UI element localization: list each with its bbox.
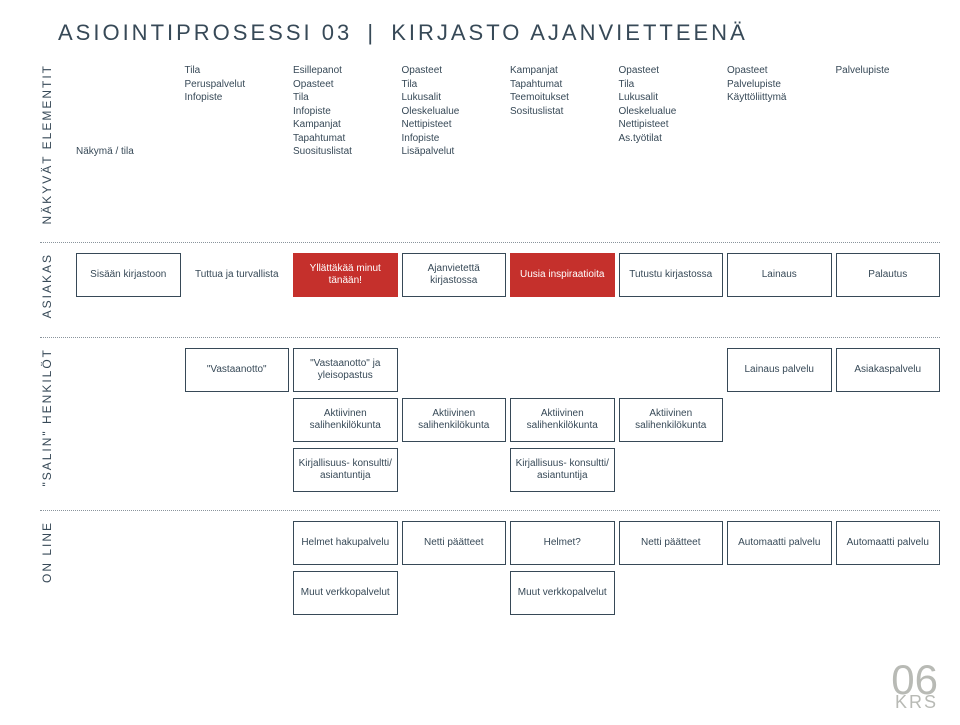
asiakas-row1-cell-7: Palautus bbox=[836, 253, 941, 297]
salin-row2-cell-3: Aktiivinen salihenkilökunta bbox=[402, 398, 507, 442]
salin-row1-cell-1: "Vastaanotto" bbox=[185, 348, 290, 392]
section-online: ON LINE Helmet hakupalveluNetti päätteet… bbox=[40, 521, 940, 621]
salin-row2-cell-4: Aktiivinen salihenkilökunta bbox=[510, 398, 615, 442]
salin-row1-cell-6: Lainaus palvelu bbox=[727, 348, 832, 392]
section-asiakas: ASIAKAS Sisään kirjastoonTuttua ja turva… bbox=[40, 253, 940, 324]
online-row1-cell-4: Helmet? bbox=[510, 521, 615, 565]
online-row2-cell-4: Muut verkkopalvelut bbox=[510, 571, 615, 615]
online-row1-cell-6: Automaatti palvelu bbox=[727, 521, 832, 565]
divider bbox=[40, 510, 940, 511]
asiakas-row1-cell-4: Uusia inspiraatioita bbox=[510, 253, 615, 297]
divider bbox=[40, 242, 940, 243]
elem-col-2: Esillepanot Opasteet Tila Infopiste Kamp… bbox=[293, 64, 398, 159]
label-asiakas: ASIAKAS bbox=[40, 253, 68, 324]
label-online: ON LINE bbox=[40, 521, 68, 589]
salin-row3-cell-4: Kirjallisuus- konsultti/ asiantuntija bbox=[510, 448, 615, 492]
asiakas-row1-cell-5: Tutustu kirjastossa bbox=[619, 253, 724, 297]
salin-row2-cell-5: Aktiivinen salihenkilökunta bbox=[619, 398, 724, 442]
label-salin: "SALIN" HENKILÖT bbox=[40, 348, 68, 493]
section-elementit: NÄKYVÄT ELEMENTIT Näkymä / tila Tila Peru… bbox=[40, 64, 940, 230]
elem-col-0: Näkymä / tila bbox=[76, 145, 181, 159]
section-salin: "SALIN" HENKILÖT "Vastaanotto""Vastaanot… bbox=[40, 348, 940, 498]
elem-col-1: Tila Peruspalvelut Infopiste bbox=[185, 64, 290, 159]
label-elementit: NÄKYVÄT ELEMENTIT bbox=[40, 64, 68, 230]
page-number: 06 KRS bbox=[891, 659, 938, 711]
elem-col-3: Opasteet Tila Lukusalit Oleskelualue Net… bbox=[402, 64, 507, 159]
page-number-small: KRS bbox=[895, 692, 938, 712]
asiakas-row1-cell-1: Tuttua ja turvallista bbox=[185, 253, 290, 297]
elem-col-6: Opasteet Palvelupiste Käyttöliittymä bbox=[727, 64, 832, 159]
salin-row1-cell-7: Asiakaspalvelu bbox=[836, 348, 941, 392]
salin-row2-cell-2: Aktiivinen salihenkilökunta bbox=[293, 398, 398, 442]
asiakas-row1-cell-6: Lainaus bbox=[727, 253, 832, 297]
title-pre: ASIOINTIPROSESSI bbox=[58, 20, 313, 45]
elem-col-5: Opasteet Tila Lukusalit Oleskelualue Net… bbox=[619, 64, 724, 159]
elem-col-7: Palvelupiste bbox=[836, 64, 941, 159]
asiakas-row1-cell-3: Ajanvietettä kirjastossa bbox=[402, 253, 507, 297]
divider bbox=[40, 337, 940, 338]
title-post: KIRJASTO AJANVIETTEENÄ bbox=[391, 20, 748, 45]
page-title: ASIOINTIPROSESSI 03 | KIRJASTO AJANVIETT… bbox=[58, 20, 940, 46]
online-row2-cell-2: Muut verkkopalvelut bbox=[293, 571, 398, 615]
online-row1-cell-2: Helmet hakupalvelu bbox=[293, 521, 398, 565]
asiakas-row1-cell-2: Yllättäkää minut tänään! bbox=[293, 253, 398, 297]
elem-col-4: Kampanjat Tapahtumat Teemoitukset Sositu… bbox=[510, 64, 615, 159]
salin-row3-cell-2: Kirjallisuus- konsultti/ asiantuntija bbox=[293, 448, 398, 492]
online-row1-cell-5: Netti päätteet bbox=[619, 521, 724, 565]
title-num: 03 bbox=[322, 20, 352, 45]
salin-row1-cell-2: "Vastaanotto" ja yleisopastus bbox=[293, 348, 398, 392]
online-row1-cell-7: Automaatti palvelu bbox=[836, 521, 941, 565]
asiakas-row1-cell-0: Sisään kirjastoon bbox=[76, 253, 181, 297]
online-row1-cell-3: Netti päätteet bbox=[402, 521, 507, 565]
